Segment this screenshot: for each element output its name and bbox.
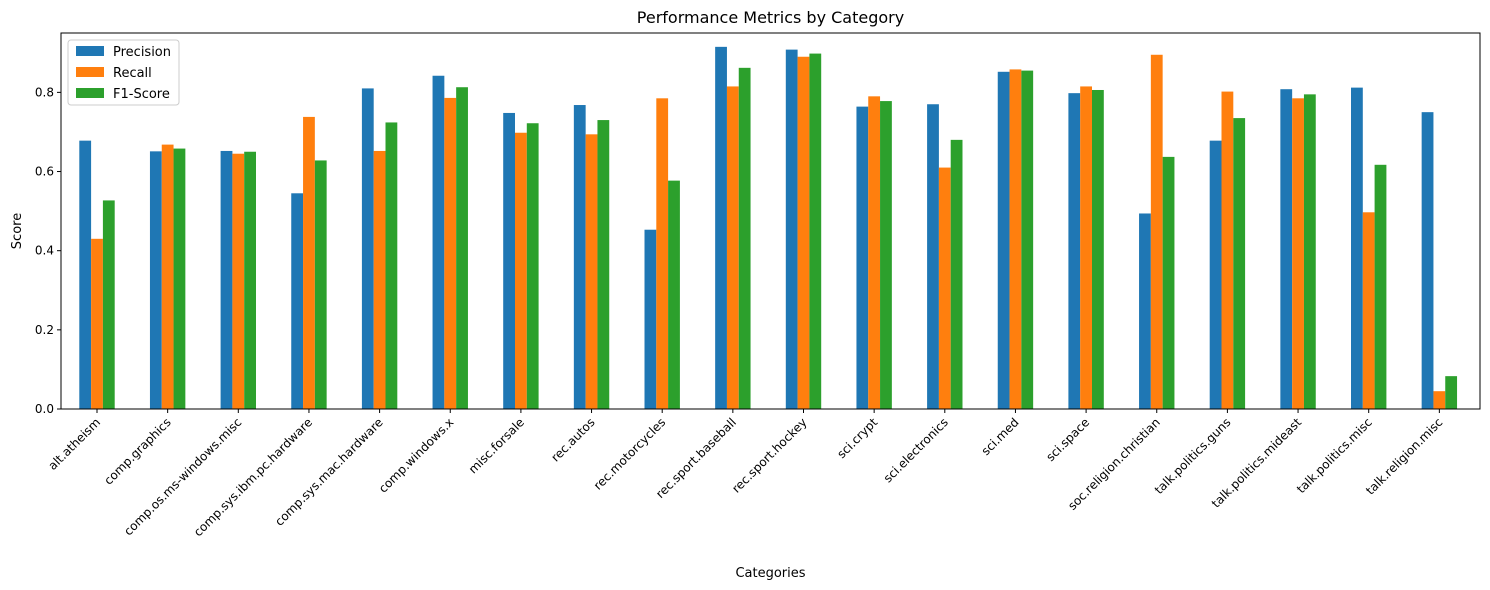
bar-f1-score-6 [526, 123, 539, 410]
x-tick-label: sci.space [1043, 415, 1092, 464]
bar-recall-2 [232, 153, 245, 409]
legend-swatch [76, 67, 104, 77]
bar-recall-3 [303, 116, 315, 409]
bar-precision-14 [1068, 93, 1081, 409]
bar-recall-7 [585, 134, 598, 409]
x-tick-label: comp.os.ms-windows.misc [121, 415, 244, 538]
x-tick-label: comp.sys.ibm.pc.hardware [191, 415, 315, 539]
bars-layer [79, 46, 1458, 410]
bar-f1-score-15 [1162, 156, 1175, 409]
bar-precision-16 [1209, 140, 1222, 409]
bar-recall-1 [161, 144, 174, 410]
bar-f1-score-17 [1303, 94, 1316, 409]
x-tick-label: sci.crypt [834, 415, 880, 461]
legend-swatch [76, 88, 104, 98]
bar-recall-13 [1009, 69, 1022, 409]
bar-f1-score-7 [597, 120, 610, 409]
bar-f1-score-5 [456, 87, 468, 409]
x-tick-label: sci.med [979, 415, 1022, 458]
y-tick-label: 0.2 [35, 323, 54, 337]
legend-label: Precision [113, 45, 171, 60]
x-tick-label: sci.electronics [881, 415, 951, 485]
bar-precision-1 [149, 151, 162, 409]
bar-recall-4 [373, 150, 386, 409]
bar-precision-17 [1280, 89, 1293, 409]
x-tick-label: comp.graphics [101, 415, 173, 487]
x-tick-label: talk.politics.guns [1152, 415, 1234, 497]
bar-recall-16 [1221, 91, 1234, 409]
bar-f1-score-3 [314, 160, 327, 409]
bar-recall-19 [1433, 391, 1446, 409]
x-tick-label: rec.sport.hockey [729, 415, 809, 495]
bar-f1-score-12 [950, 139, 963, 410]
bar-f1-score-0 [102, 200, 115, 409]
bar-precision-9 [715, 46, 727, 409]
bar-precision-0 [79, 140, 92, 409]
x-tick-label: comp.windows.x [376, 415, 456, 495]
bar-precision-2 [220, 150, 233, 409]
bar-f1-score-4 [385, 122, 398, 409]
y-axis-label: Score [10, 213, 25, 249]
bar-precision-4 [361, 88, 374, 409]
bar-recall-15 [1150, 54, 1163, 410]
bar-precision-5 [432, 75, 445, 409]
x-tick-label: talk.religion.misc [1363, 415, 1445, 497]
y-tick-label: 0.8 [35, 85, 54, 99]
bar-precision-15 [1139, 213, 1151, 409]
bar-f1-score-1 [173, 148, 186, 409]
x-tick-label: talk.politics.misc [1294, 415, 1375, 496]
bar-precision-13 [997, 71, 1010, 409]
bar-f1-score-11 [880, 101, 892, 409]
bar-recall-6 [515, 132, 527, 410]
bar-precision-3 [291, 193, 304, 409]
x-axis-label: Categories [735, 566, 805, 581]
bar-precision-12 [927, 104, 939, 410]
bar-recall-14 [1080, 86, 1092, 410]
bar-recall-17 [1292, 98, 1304, 409]
bar-precision-11 [856, 106, 869, 410]
bar-f1-score-14 [1092, 89, 1104, 410]
bar-recall-8 [656, 98, 669, 409]
bar-f1-score-8 [668, 180, 680, 409]
x-tick-label: rec.motorcycles [591, 415, 668, 492]
y-tick-label: 0.6 [35, 165, 54, 179]
legend: Precision Recall F1-Score [67, 39, 180, 106]
bar-precision-10 [785, 49, 798, 410]
bar-recall-5 [444, 97, 457, 409]
bar-precision-7 [573, 105, 586, 409]
x-tick-label: rec.autos [548, 415, 597, 464]
chart-title: Performance Metrics by Category [637, 8, 904, 27]
y-tick-label: 0.0 [35, 402, 54, 416]
bar-recall-11 [868, 96, 881, 409]
axes-layer [60, 32, 1481, 410]
bar-recall-10 [797, 56, 810, 409]
bar-precision-6 [503, 112, 515, 409]
legend-label: Recall [113, 66, 152, 81]
bar-f1-score-19 [1445, 376, 1458, 409]
bar-recall-18 [1362, 212, 1375, 409]
bar-precision-19 [1421, 112, 1434, 409]
legend-label: F1-Score [113, 87, 170, 102]
y-tick-label: 0.4 [35, 244, 54, 258]
bar-recall-9 [726, 86, 739, 410]
bar-recall-12 [938, 167, 951, 409]
bar-f1-score-10 [809, 53, 822, 409]
bar-f1-score-9 [738, 67, 751, 409]
x-tick-label: rec.sport.baseball [653, 415, 739, 501]
bar-precision-18 [1351, 87, 1363, 410]
bar-f1-score-18 [1374, 164, 1387, 409]
x-tick-label: alt.atheism [45, 415, 103, 473]
bar-f1-score-2 [244, 151, 256, 410]
legend-swatch [76, 46, 104, 56]
bar-precision-8 [644, 229, 657, 409]
x-tick-label: misc.forsale [466, 415, 527, 476]
bar-recall-0 [91, 238, 103, 409]
bar-f1-score-16 [1233, 118, 1246, 409]
plot-frame [60, 32, 1481, 410]
bar-f1-score-13 [1021, 70, 1034, 409]
